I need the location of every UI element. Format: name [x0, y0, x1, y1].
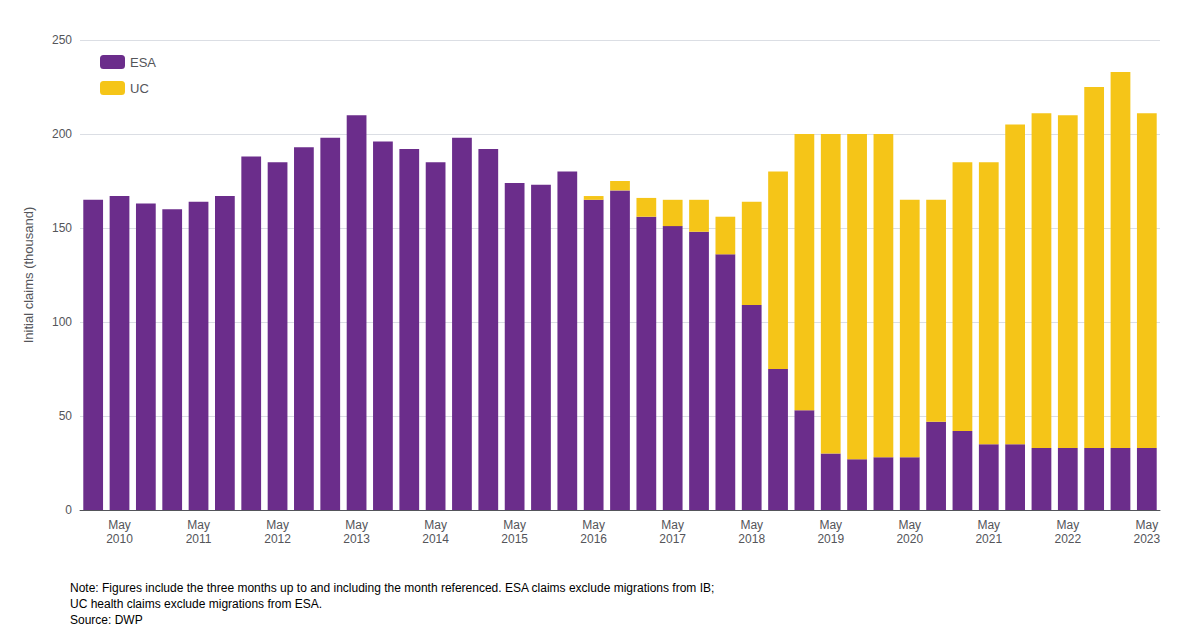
svg-text:0: 0: [65, 503, 72, 517]
svg-text:150: 150: [52, 221, 72, 235]
svg-text:2023: 2023: [1133, 532, 1160, 546]
svg-text:2014: 2014: [422, 532, 449, 546]
svg-text:May: May: [1056, 518, 1079, 532]
svg-text:May: May: [187, 518, 210, 532]
svg-text:May: May: [898, 518, 921, 532]
svg-text:ESA: ESA: [130, 55, 156, 70]
svg-text:Source: DWP: Source: DWP: [70, 613, 143, 627]
svg-text:200: 200: [52, 127, 72, 141]
svg-text:May: May: [266, 518, 289, 532]
svg-text:2013: 2013: [343, 532, 370, 546]
svg-text:May: May: [977, 518, 1000, 532]
svg-text:2015: 2015: [501, 532, 528, 546]
svg-text:May: May: [424, 518, 447, 532]
svg-text:2012: 2012: [264, 532, 291, 546]
svg-text:2016: 2016: [580, 532, 607, 546]
svg-text:2010: 2010: [106, 532, 133, 546]
svg-text:May: May: [582, 518, 605, 532]
svg-text:100: 100: [52, 315, 72, 329]
svg-text:Note: Figures include the thre: Note: Figures include the three months u…: [70, 581, 714, 595]
svg-text:2011: 2011: [186, 532, 212, 546]
svg-text:2020: 2020: [896, 532, 923, 546]
svg-text:2019: 2019: [817, 532, 844, 546]
svg-text:May: May: [1135, 518, 1158, 532]
svg-text:May: May: [503, 518, 526, 532]
svg-text:UC health claims exclude migra: UC health claims exclude migrations from…: [70, 597, 322, 611]
svg-text:May: May: [661, 518, 684, 532]
svg-text:May: May: [108, 518, 131, 532]
svg-text:UC: UC: [130, 81, 149, 96]
svg-text:2021: 2021: [975, 532, 1002, 546]
svg-text:2022: 2022: [1054, 532, 1081, 546]
svg-text:2018: 2018: [738, 532, 765, 546]
svg-text:250: 250: [52, 33, 72, 47]
svg-text:May: May: [345, 518, 368, 532]
svg-text:Initial claims (thousand): Initial claims (thousand): [21, 207, 36, 344]
svg-text:50: 50: [59, 409, 73, 423]
svg-text:May: May: [819, 518, 842, 532]
svg-text:May: May: [740, 518, 763, 532]
svg-text:2017: 2017: [659, 532, 686, 546]
